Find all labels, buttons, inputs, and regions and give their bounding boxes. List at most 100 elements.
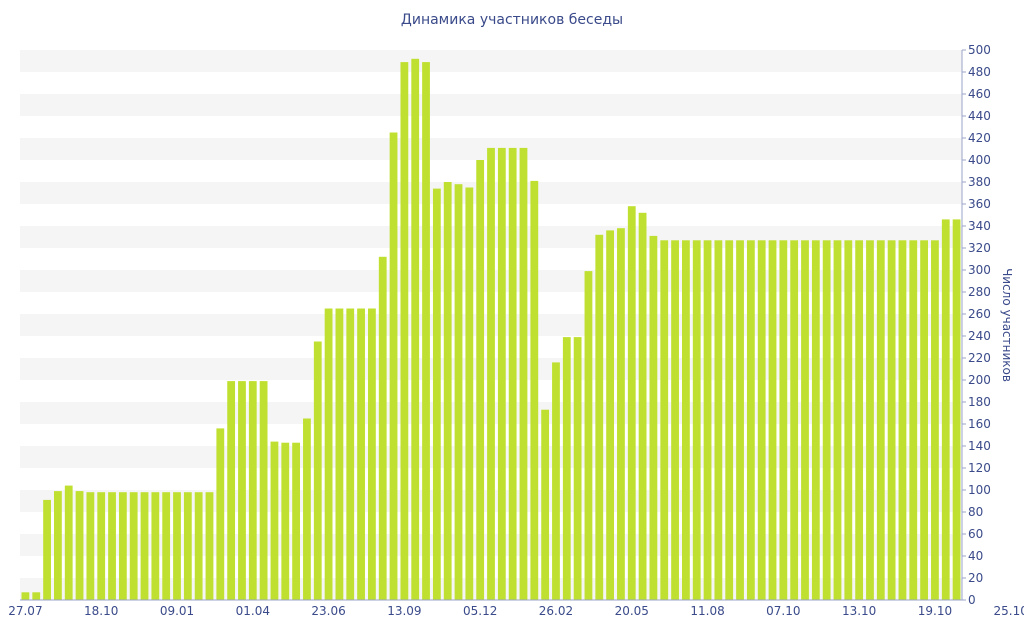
bar: [378, 256, 387, 600]
bar: [649, 235, 658, 600]
bar: [725, 240, 734, 601]
y-tick-label: 60: [968, 527, 983, 541]
bar: [530, 180, 539, 600]
bar: [497, 147, 506, 600]
bar: [573, 337, 582, 600]
bar: [97, 492, 106, 600]
bar: [584, 271, 593, 600]
bar: [931, 240, 939, 601]
bar: [736, 240, 744, 601]
bar: [887, 240, 896, 601]
x-tick-label: 25.10: [994, 604, 1024, 618]
bar: [898, 240, 907, 601]
y-tick-label: 340: [968, 219, 991, 233]
bar: [866, 240, 874, 601]
bar: [140, 492, 149, 600]
y-tick-label: 200: [968, 373, 991, 387]
bar: [465, 187, 474, 600]
bar: [595, 234, 604, 601]
bar: [248, 381, 257, 600]
bar: [43, 499, 51, 600]
bar: [108, 492, 116, 600]
bar: [811, 240, 820, 601]
bar: [487, 147, 495, 600]
y-tick-label: 160: [968, 417, 991, 431]
bar: [541, 409, 550, 600]
y-tick-label: 400: [968, 153, 991, 167]
bar: [21, 592, 30, 600]
bar: [281, 442, 290, 600]
bar: [151, 492, 160, 600]
bar: [876, 240, 885, 601]
bar: [335, 308, 344, 600]
bar: [162, 492, 171, 600]
y-tick-label: 440: [968, 109, 991, 123]
grid-band: [20, 94, 962, 116]
bar: [86, 492, 95, 600]
bar: [855, 240, 864, 601]
bar: [779, 240, 788, 601]
x-tick-label: 23.06: [311, 604, 345, 618]
bar: [822, 240, 831, 601]
bar: [671, 240, 679, 601]
bar: [227, 381, 236, 600]
bar: [692, 240, 701, 601]
bar: [400, 62, 409, 601]
bar: [844, 240, 853, 601]
bar: [389, 132, 398, 600]
bar: [443, 182, 452, 600]
bar: [768, 240, 777, 601]
bar: [432, 188, 441, 600]
bar: [703, 240, 712, 601]
y-tick-label: 100: [968, 483, 991, 497]
y-tick-label: 240: [968, 329, 991, 343]
bar: [941, 219, 950, 600]
bar: [32, 592, 41, 600]
x-tick-label: 09.01: [160, 604, 194, 618]
bar: [909, 240, 918, 601]
bar: [53, 491, 62, 600]
y-tick-label: 380: [968, 175, 991, 189]
y-tick-label: 0: [968, 593, 976, 607]
x-tick-label: 01.04: [236, 604, 270, 618]
y-axis-title: Число участников: [1000, 268, 1014, 382]
x-tick-label: 13.10: [842, 604, 876, 618]
bar: [346, 308, 355, 600]
bar: [313, 341, 322, 600]
bar: [238, 381, 246, 600]
bar: [801, 240, 809, 601]
y-tick-label: 460: [968, 87, 991, 101]
y-tick-label: 120: [968, 461, 991, 475]
bar: [519, 147, 528, 600]
y-tick-label: 80: [968, 505, 983, 519]
bar: [617, 228, 625, 600]
y-tick-label: 420: [968, 131, 991, 145]
x-tick-label: 18.10: [84, 604, 118, 618]
grid-band: [20, 50, 962, 72]
bar: [129, 492, 138, 600]
bar: [638, 212, 647, 601]
bar: [660, 240, 669, 601]
y-tick-label: 140: [968, 439, 991, 453]
bar: [259, 381, 268, 600]
chart-title: Динамика участников беседы: [400, 12, 624, 28]
x-tick-label: 27.07: [8, 604, 42, 618]
y-tick-label: 180: [968, 395, 991, 409]
bar: [746, 240, 755, 601]
bar: [75, 491, 84, 600]
bar: [324, 308, 333, 600]
bar: [194, 492, 203, 600]
bar: [952, 219, 961, 600]
y-tick-label: 20: [968, 571, 983, 585]
bar: [367, 308, 376, 600]
bar: [606, 230, 615, 600]
bar: [118, 492, 127, 600]
bar: [64, 485, 73, 600]
x-tick-label: 11.08: [690, 604, 724, 618]
x-tick-label: 13.09: [387, 604, 421, 618]
bar: [303, 418, 311, 600]
x-tick-label: 19.10: [918, 604, 952, 618]
x-tick-label: 07.10: [766, 604, 800, 618]
